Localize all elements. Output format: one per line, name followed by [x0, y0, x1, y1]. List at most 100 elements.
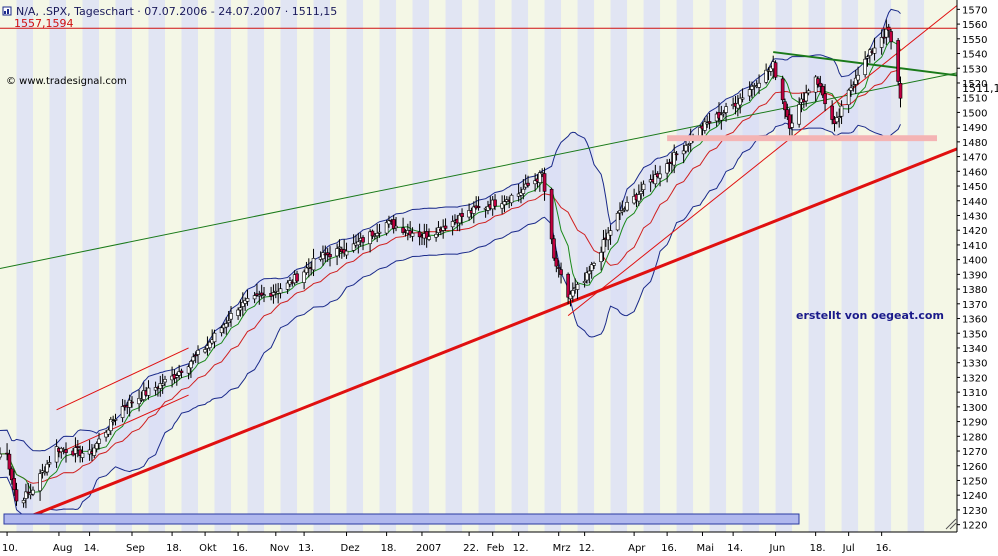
y-tick-label: 1490 — [962, 123, 987, 134]
candle-body — [130, 401, 134, 404]
candle-body — [302, 271, 306, 283]
candle-body — [26, 491, 31, 494]
candle-body — [872, 47, 877, 54]
y-tick-label: 1350 — [962, 329, 987, 340]
candle-body — [7, 453, 12, 470]
candle-body — [707, 121, 712, 124]
candle-body — [193, 354, 198, 357]
candle-body — [257, 294, 262, 297]
candle-body — [526, 182, 530, 186]
candle-body — [370, 230, 375, 237]
candle-body — [361, 237, 365, 243]
candle-body — [189, 361, 193, 369]
candles — [0, 19, 903, 509]
candle-body — [674, 153, 679, 156]
candle-body — [160, 383, 165, 386]
x-tick-label: Aug — [53, 543, 73, 554]
candle-body — [54, 446, 59, 463]
candle-body — [823, 93, 827, 105]
candle-body — [236, 309, 240, 316]
candle-body — [620, 210, 625, 213]
candle-body — [460, 213, 464, 217]
candle-body — [476, 206, 481, 208]
y-tick-label: 1390 — [962, 270, 987, 281]
candle-body — [328, 253, 332, 258]
candle-body — [882, 36, 886, 39]
candle-body — [368, 231, 372, 245]
candle-body — [549, 188, 554, 240]
candle-body — [837, 116, 842, 119]
candle-body — [179, 370, 184, 373]
candle-body — [14, 489, 19, 502]
chart-title: N/A, .SPX, Tageschart · 07.07.2006 - 24.… — [16, 5, 337, 18]
candle-body — [97, 438, 101, 444]
x-tick-label: Mrz — [553, 543, 571, 554]
candle-body — [681, 150, 686, 155]
candle-body — [747, 89, 752, 97]
candle-body — [773, 62, 778, 78]
candle-body — [538, 172, 542, 183]
candle-body — [898, 83, 903, 99]
reference-level-label: 1557,1594 — [14, 17, 74, 30]
candle-body — [321, 252, 325, 260]
candle-body — [472, 206, 476, 214]
x-tick-label: Nov — [270, 543, 290, 554]
candle-body — [108, 419, 113, 432]
candle-body — [177, 371, 181, 376]
y-tick-label: 1500 — [962, 108, 987, 119]
candle-body — [672, 152, 676, 166]
candle-body — [80, 452, 85, 458]
y-tick-label: 1460 — [962, 167, 987, 178]
candle-body — [736, 103, 740, 109]
y-tick-label: 1450 — [962, 182, 987, 193]
x-tick-label: Dez — [341, 543, 360, 554]
candle-body — [853, 77, 858, 85]
candle-body — [769, 66, 773, 72]
candle-body — [78, 449, 82, 456]
week-stripe — [544, 0, 562, 532]
candle-body — [137, 398, 141, 405]
candle-body — [665, 163, 669, 174]
week-stripe — [247, 0, 265, 532]
candle-body — [441, 226, 445, 231]
week-stripe — [907, 0, 925, 532]
bollinger-bands — [0, 8, 901, 517]
candle-body — [434, 233, 438, 238]
candle-body — [568, 294, 573, 300]
candle-body — [424, 231, 429, 239]
candle-body — [9, 468, 14, 481]
x-tick-label: 18. — [166, 543, 182, 554]
candle-body — [75, 446, 80, 449]
candle-body — [212, 332, 217, 343]
candle-body — [40, 470, 45, 473]
resize-grip-icon[interactable] — [945, 518, 957, 530]
candle-body — [533, 180, 537, 185]
candle-body — [391, 219, 396, 229]
candle-body — [24, 491, 28, 499]
week-stripe — [49, 0, 67, 532]
candle-body — [804, 92, 809, 102]
candle-body — [356, 241, 361, 246]
candle-body — [606, 232, 610, 241]
candle-body — [31, 489, 35, 495]
week-stripe — [280, 0, 298, 532]
candle-body — [797, 104, 801, 125]
candle-body — [575, 284, 580, 290]
candle-body — [582, 281, 587, 284]
candle-body — [816, 78, 820, 85]
x-tick-label: 10. — [2, 543, 18, 554]
bollinger-lower-line — [0, 122, 901, 517]
candle-body — [245, 298, 250, 302]
support-zone — [667, 135, 937, 142]
y-tick-label: 1470 — [962, 153, 987, 164]
candle-body — [38, 473, 42, 492]
tradesignal-watermark: © www.tradesignal.com — [6, 76, 127, 87]
candle-body — [521, 188, 526, 194]
candle-body — [703, 121, 707, 131]
x-tick-label: 12. — [513, 543, 529, 554]
y-tick-label: 1280 — [962, 432, 987, 443]
candle-body — [401, 227, 405, 233]
candle-body — [111, 420, 115, 423]
candle-body — [787, 114, 792, 129]
